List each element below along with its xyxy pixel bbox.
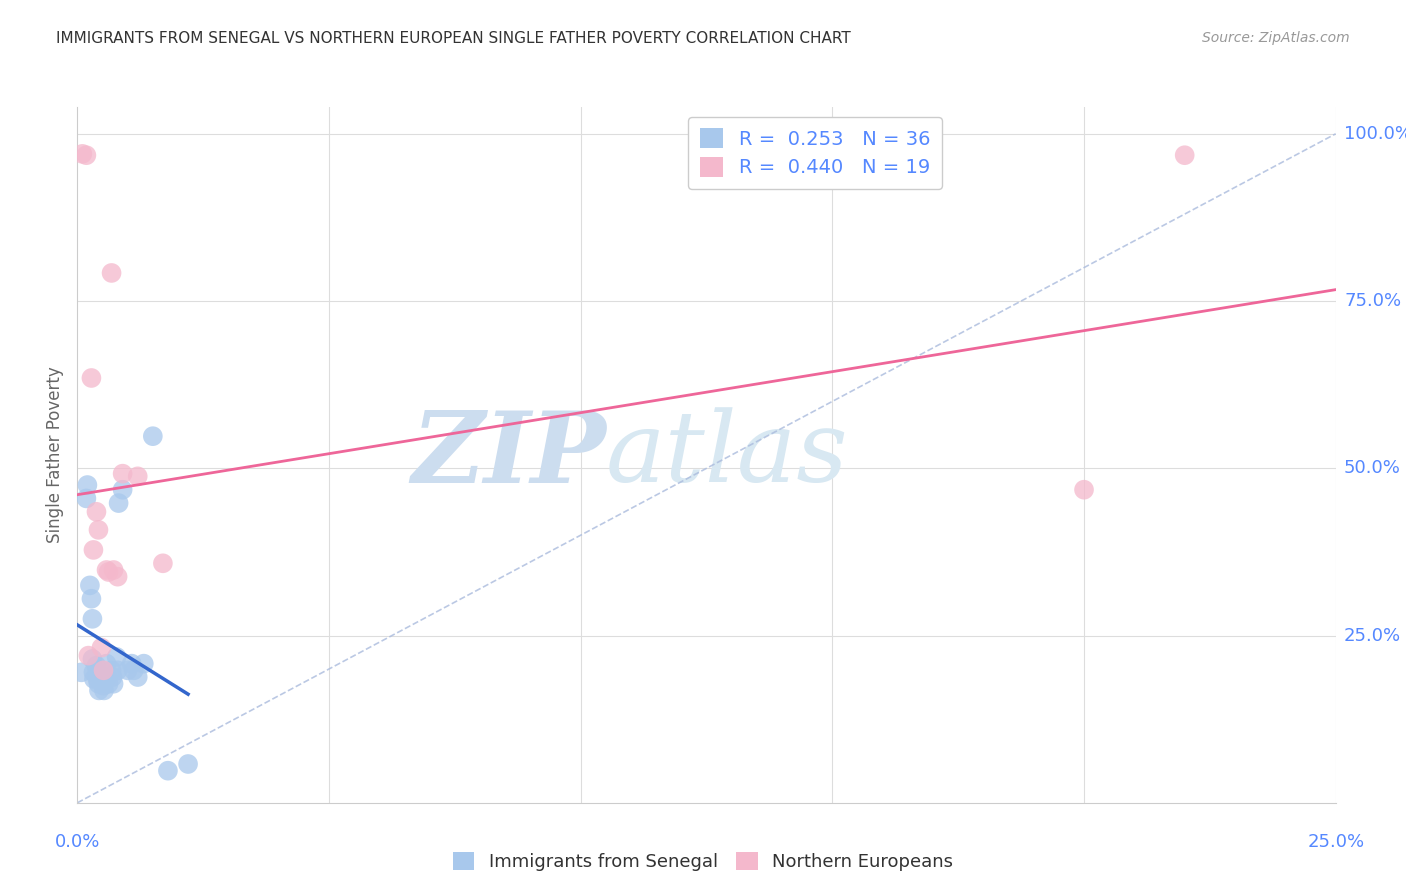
Point <box>82 652 104 666</box>
Point <box>80 591 103 606</box>
Point <box>79 578 101 592</box>
Point <box>93 679 115 693</box>
Legend: R =  0.253   N = 36, R =  0.440   N = 19: R = 0.253 N = 36, R = 0.440 N = 19 <box>689 117 942 189</box>
Text: 0.0%: 0.0% <box>55 833 100 851</box>
Point <box>100 266 122 280</box>
Point <box>100 664 122 678</box>
Point <box>76 478 98 492</box>
Point <box>82 612 104 626</box>
Point <box>75 491 97 506</box>
Point <box>111 467 134 481</box>
Point <box>111 483 134 497</box>
Y-axis label: Single Father Poverty: Single Father Poverty <box>46 367 65 543</box>
Point <box>103 676 125 690</box>
Point <box>87 523 110 537</box>
Point <box>156 764 179 778</box>
Text: ZIP: ZIP <box>411 407 606 503</box>
Point <box>101 670 124 684</box>
Point <box>107 664 129 678</box>
Point <box>86 505 108 519</box>
Point <box>86 672 108 686</box>
Point <box>121 657 143 671</box>
Text: 100.0%: 100.0% <box>1344 125 1406 143</box>
Point <box>82 542 104 557</box>
Text: IMMIGRANTS FROM SENEGAL VS NORTHERN EUROPEAN SINGLE FATHER POVERTY CORRELATION C: IMMIGRANTS FROM SENEGAL VS NORTHERN EURO… <box>56 31 851 46</box>
Point <box>82 665 104 680</box>
Point <box>127 670 149 684</box>
Point <box>105 649 128 664</box>
Text: atlas: atlas <box>606 408 849 502</box>
Point <box>86 665 108 680</box>
Point <box>97 565 120 579</box>
Point <box>177 756 200 771</box>
Point <box>1073 483 1095 497</box>
Point <box>77 648 100 663</box>
Point <box>1174 148 1197 162</box>
Point <box>80 371 103 385</box>
Text: 75.0%: 75.0% <box>1344 292 1402 310</box>
Point <box>86 658 108 673</box>
Text: Source: ZipAtlas.com: Source: ZipAtlas.com <box>1202 31 1350 45</box>
Point <box>87 676 110 690</box>
Point <box>103 563 125 577</box>
Point <box>83 672 105 686</box>
Point <box>152 557 174 571</box>
Point <box>96 563 118 577</box>
Point <box>127 469 149 483</box>
Point <box>96 657 118 671</box>
Point <box>90 640 112 655</box>
Point <box>72 147 94 161</box>
Point <box>96 670 118 684</box>
Point <box>91 670 114 684</box>
Point <box>117 664 139 678</box>
Point <box>87 683 110 698</box>
Point <box>142 429 165 443</box>
Point <box>75 148 97 162</box>
Point <box>107 496 129 510</box>
Point <box>107 570 129 584</box>
Text: 25.0%: 25.0% <box>1308 833 1364 851</box>
Text: 50.0%: 50.0% <box>1344 459 1400 477</box>
Point <box>93 664 115 678</box>
Point <box>132 657 155 671</box>
Text: 25.0%: 25.0% <box>1344 626 1402 645</box>
Point <box>97 676 120 690</box>
Point <box>93 683 115 698</box>
Point <box>122 664 145 678</box>
Legend: Immigrants from Senegal, Northern Europeans: Immigrants from Senegal, Northern Europe… <box>446 845 960 879</box>
Point <box>70 665 93 680</box>
Point <box>90 664 112 678</box>
